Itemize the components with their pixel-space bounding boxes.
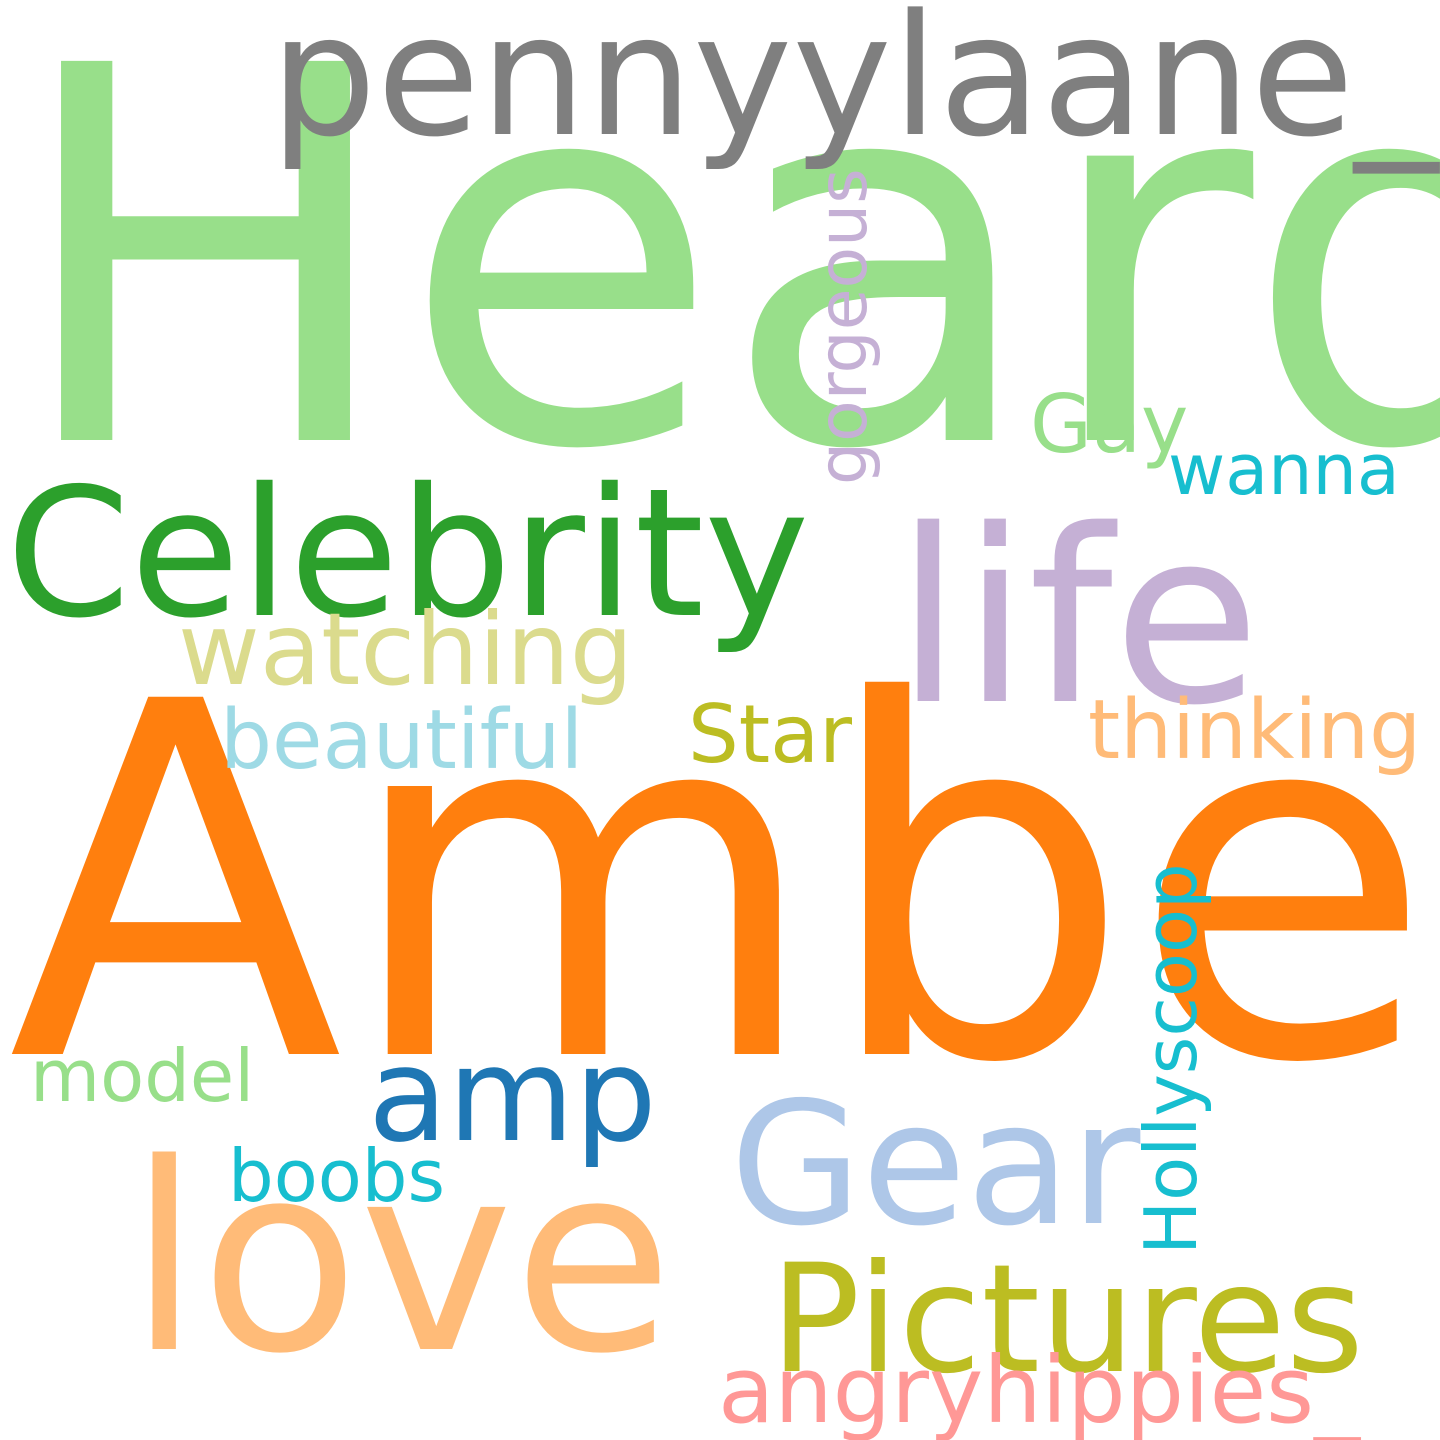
word-angryhippies: angryhippies_ — [718, 1337, 1361, 1440]
word-gorgeous: gorgeous — [804, 168, 883, 485]
word-life: life — [895, 478, 1261, 758]
word-heard: Heard — [10, 0, 1440, 563]
word-thinking: thinking — [1088, 683, 1422, 778]
word-star: Star — [688, 688, 853, 781]
word-love: love — [128, 1109, 674, 1411]
word-boobs: boobs — [228, 1134, 446, 1218]
word-wanna: wanna — [1168, 429, 1400, 511]
word-hollyscoop: Hollyscoop — [1129, 863, 1213, 1255]
word-gear: Gear — [730, 1066, 1141, 1264]
word-gay: Gay — [1030, 378, 1189, 471]
word-celebrity: Celebrity — [6, 450, 810, 657]
word-amp: amp — [368, 1019, 657, 1171]
word-model: model — [30, 1034, 255, 1118]
word-amber: Amber — [8, 599, 1440, 1170]
word-pictures: Pictures — [770, 1233, 1364, 1407]
word-pennyylaane: pennyylaane_ — [270, 0, 1439, 174]
word-watching: watching — [178, 591, 634, 708]
word-beautiful: beautiful — [220, 693, 584, 788]
